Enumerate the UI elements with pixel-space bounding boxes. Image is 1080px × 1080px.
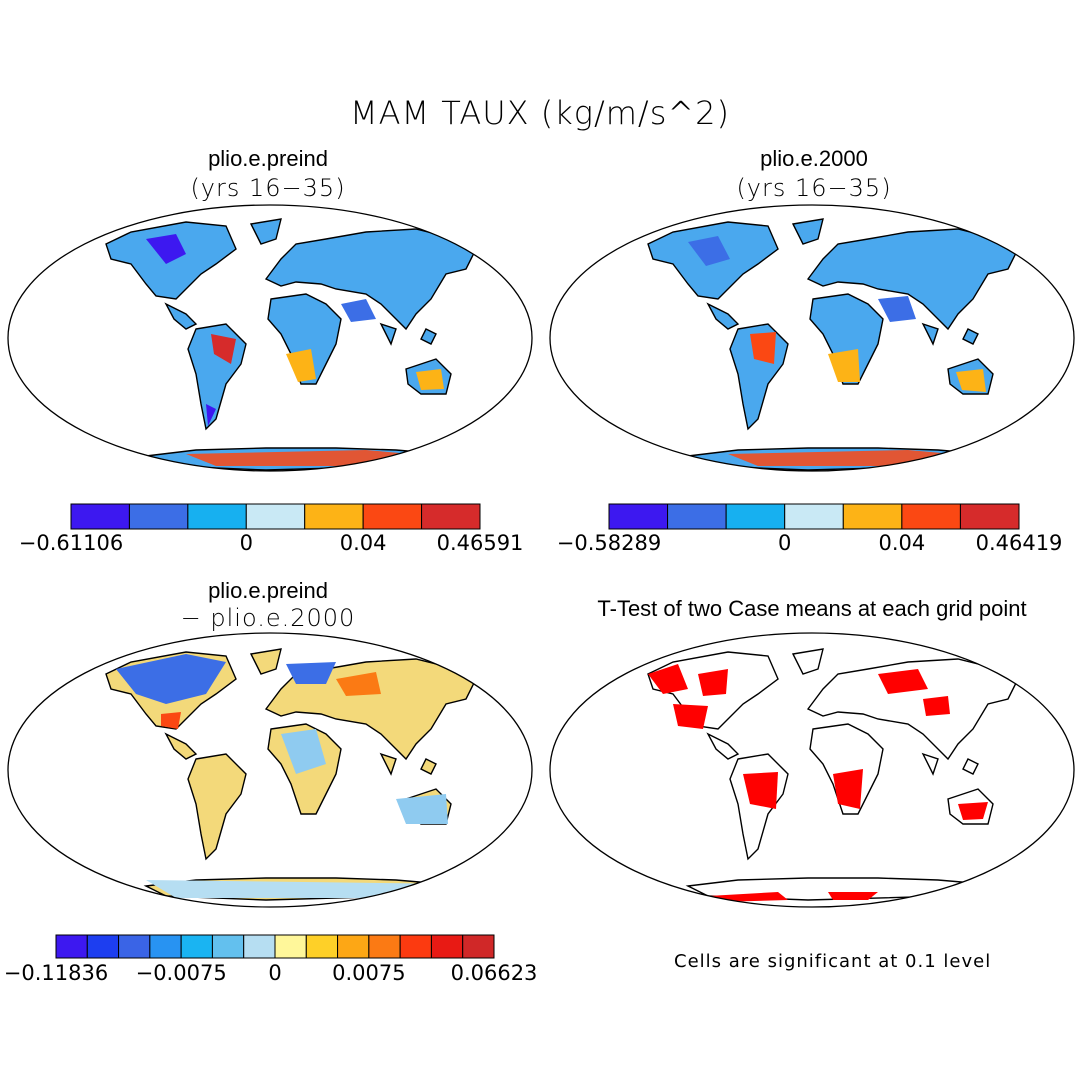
- colorbar-preind-tick-label: 0.46591: [436, 531, 524, 555]
- colorbar-diff-swatch: [211, 934, 245, 959]
- map-ttest: [549, 632, 1075, 908]
- colorbar-preind-swatch: [128, 503, 189, 530]
- colorbar-preind-swatch: [187, 503, 247, 530]
- panel-ttest-title: T-Test of two Case means at each grid po…: [597, 596, 1027, 621]
- colorbar-2000-swatch: [959, 503, 1020, 530]
- colorbar-preind-tick-label: 0: [239, 531, 253, 555]
- colorbar-preind-swatch: [362, 503, 423, 530]
- colorbar-diff-tick-label: −0.0075: [135, 961, 227, 985]
- colorbar-2000: [608, 503, 1020, 530]
- colorbar-2000-swatch: [901, 503, 961, 530]
- map-preind: [7, 204, 533, 472]
- colorbar-diff-swatch: [55, 934, 88, 959]
- colorbar-2000-tick-label: −0.58289: [556, 531, 662, 555]
- panel-preind-title: plio.e.preind: [208, 146, 328, 171]
- colorbar-preind: [70, 503, 481, 530]
- colorbar-2000-swatch: [725, 503, 786, 530]
- map-2000: [549, 204, 1075, 472]
- colorbar-2000-tick-label: 0.46419: [975, 531, 1063, 555]
- colorbar-diff-swatch: [274, 934, 307, 959]
- significance-note: Cells are significant at 0.1 level: [674, 951, 992, 972]
- colorbar-diff-swatch: [337, 934, 370, 959]
- colorbar-diff-tick-label: 0: [268, 961, 282, 985]
- colorbar-preind-swatch: [421, 503, 481, 530]
- colorbar-preind-swatch: [70, 503, 130, 530]
- colorbar-preind-tick-label: −0.61106: [18, 531, 124, 555]
- colorbar-2000-tick-label: 0.04: [878, 531, 926, 555]
- figure-title: MAM TAUX (kg/m/s^2): [349, 94, 731, 132]
- colorbar-diff-swatch: [243, 934, 276, 959]
- colorbar-2000-swatch: [667, 503, 727, 530]
- colorbar-diff-swatch: [180, 934, 213, 959]
- colorbar-diff-tick-label: 0.0075: [332, 961, 406, 985]
- colorbar-diff-swatch: [149, 934, 182, 959]
- colorbar-diff-swatch: [118, 934, 151, 959]
- colorbar-diff-swatch: [305, 934, 339, 959]
- colorbar-preind-swatch: [304, 503, 364, 530]
- colorbar-2000-tick-label: 0: [778, 531, 792, 555]
- panel-diff-title: plio.e.preind: [208, 578, 328, 603]
- colorbar-preind-swatch: [245, 503, 306, 530]
- panel-preind-subtitle: (yrs 16−35): [190, 174, 346, 202]
- panel-2000-subtitle: (yrs 16−35): [736, 174, 892, 202]
- colorbar-diff-swatch: [399, 934, 432, 959]
- colorbar-diff-swatch: [462, 934, 495, 959]
- colorbar-2000-swatch: [608, 503, 669, 530]
- colorbar-diff-tick-label: 0.06623: [450, 961, 538, 985]
- colorbar-diff-swatch: [368, 934, 401, 959]
- colorbar-diff-tick-label: −0.11836: [3, 961, 109, 985]
- colorbar-preind-tick-label: 0.04: [339, 531, 387, 555]
- colorbar-diff-swatch: [86, 934, 120, 959]
- colorbar-diff: [55, 934, 495, 959]
- map-diff: [7, 632, 533, 908]
- colorbar-2000-swatch: [842, 503, 903, 530]
- colorbar-diff-swatch: [430, 934, 464, 959]
- panel-2000-title: plio.e.2000: [760, 146, 868, 171]
- colorbar-2000-swatch: [784, 503, 844, 530]
- panel-diff-subtitle: − plio.e.2000: [180, 604, 356, 632]
